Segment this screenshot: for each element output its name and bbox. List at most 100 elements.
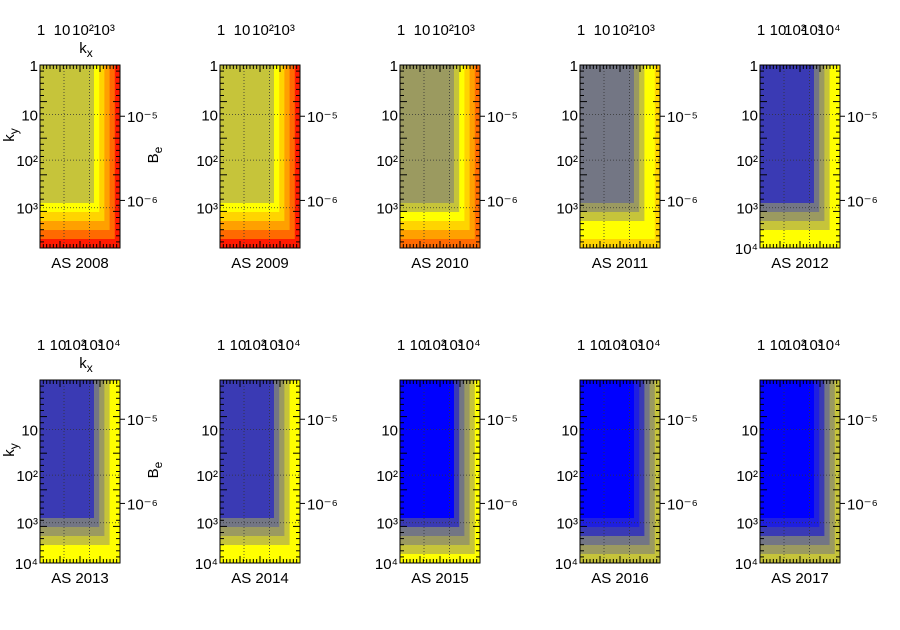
x-tick-label: 1 <box>577 337 585 354</box>
heatmap-band-right <box>274 65 280 248</box>
heatmap-band-right <box>109 65 116 248</box>
heatmap-band-right <box>284 65 291 248</box>
heatmap-band-bottom <box>580 536 660 546</box>
heatmap-band-bottom <box>40 230 120 240</box>
x-tick-label: 10⁴ <box>817 337 840 354</box>
colorbar-tick-label: 10⁻⁵ <box>127 412 158 429</box>
heatmap-band-right <box>819 380 825 563</box>
y-tick-label: 10³ <box>556 201 578 218</box>
y-tick-label: 10 <box>381 422 398 439</box>
y-tick-label: 10 <box>561 107 578 124</box>
x-axis-label: kx <box>79 355 93 375</box>
colorbar-label: Be <box>145 146 165 163</box>
x-tick-label: 10 <box>590 337 607 354</box>
heatmap-band-bottom <box>220 212 300 222</box>
x-tick-label: 10 <box>234 22 251 39</box>
heatmap-band-right <box>459 65 465 248</box>
heatmap-band-bottom <box>760 230 840 240</box>
y-tick-label: 10³ <box>556 516 578 533</box>
heatmap-band-bottom <box>580 527 660 537</box>
panel-title: AS 2009 <box>231 255 289 272</box>
y-tick-label: 10² <box>736 468 758 485</box>
colorbar-label: Be <box>145 461 165 478</box>
y-tick-label: 10 <box>561 422 578 439</box>
panel-title: AS 2016 <box>591 570 649 587</box>
x-tick-label: 10 <box>410 337 427 354</box>
x-tick-label: 1 <box>397 337 405 354</box>
x-tick-label: 10² <box>72 22 94 39</box>
x-tick-label: 10³ <box>801 22 823 39</box>
y-axis-label: ky <box>1 443 21 457</box>
heatmap-band-right <box>99 380 105 563</box>
colorbar-tick-label: 10⁻⁵ <box>127 109 158 126</box>
heatmap-band-right <box>819 65 825 248</box>
heatmap-band-bottom <box>400 230 480 240</box>
heatmap-band-bottom <box>220 230 300 240</box>
panel-title: AS 2011 <box>592 255 648 272</box>
heatmap-band-right <box>284 380 291 563</box>
colorbar-tick-label: 10⁻⁵ <box>847 109 878 126</box>
x-tick-label: 1 <box>217 337 225 354</box>
heatmap-band-right <box>829 65 836 248</box>
heatmap-band-right <box>454 380 460 563</box>
x-tick-label: 10² <box>612 22 634 39</box>
colorbar-tick-label: 10⁻⁵ <box>847 412 878 429</box>
y-tick-label: 10⁴ <box>735 241 758 258</box>
heatmap-band-right <box>279 65 285 248</box>
y-tick-label: 10³ <box>196 516 218 533</box>
x-tick-label: 10 <box>770 337 787 354</box>
x-tick-label: 1 <box>37 22 45 39</box>
y-tick-label: 10⁴ <box>195 556 218 573</box>
heatmap-band-right <box>464 380 471 563</box>
x-tick-label: 10² <box>432 22 454 39</box>
x-tick-label: 1 <box>757 337 765 354</box>
x-tick-label: 1 <box>397 22 405 39</box>
heatmap-band-bottom <box>220 545 300 555</box>
x-axis-label: kx <box>79 40 93 60</box>
y-tick-label: 10² <box>376 153 398 170</box>
colorbar-tick-label: 10⁻⁶ <box>847 193 878 210</box>
y-tick-label: 10² <box>556 468 578 485</box>
heatmap-band-right <box>94 380 100 563</box>
y-tick-label: 10³ <box>736 201 758 218</box>
colorbar-tick-label: 10⁻⁶ <box>487 193 518 210</box>
x-tick-label: 10³ <box>261 337 283 354</box>
heatmap-band-bottom <box>400 536 480 546</box>
heatmap-band-right <box>104 65 111 248</box>
colorbar-tick-label: 10⁻⁶ <box>307 193 338 210</box>
y-tick-label: 10 <box>201 422 218 439</box>
heatmap-band-bottom <box>580 221 660 231</box>
heatmap-band-right <box>459 380 465 563</box>
colorbar-tick-label: 10⁻⁶ <box>847 496 878 513</box>
y-tick-label: 1 <box>30 58 38 75</box>
x-tick-label: 10² <box>604 337 626 354</box>
y-tick-label: 1 <box>570 58 578 75</box>
heatmap-band-bottom <box>220 221 300 231</box>
y-tick-label: 10² <box>16 153 38 170</box>
colorbar-tick-label: 10⁻⁶ <box>667 193 698 210</box>
x-tick-label: 10⁴ <box>817 22 840 39</box>
x-tick-label: 10⁴ <box>637 337 660 354</box>
panel-title: AS 2014 <box>231 570 289 587</box>
colorbar-tick-label: 10⁻⁶ <box>307 496 338 513</box>
heatmap-band-right <box>99 65 105 248</box>
x-tick-label: 1 <box>37 337 45 354</box>
heatmap-band-right <box>814 65 820 248</box>
y-tick-label: 10 <box>741 107 758 124</box>
y-tick-label: 10³ <box>16 516 38 533</box>
y-tick-label: 10 <box>201 107 218 124</box>
heatmap-band-right <box>639 65 645 248</box>
x-tick-label: 10 <box>594 22 611 39</box>
panel-title: AS 2015 <box>411 570 469 587</box>
y-tick-label: 10³ <box>736 516 758 533</box>
y-tick-label: 10³ <box>196 201 218 218</box>
